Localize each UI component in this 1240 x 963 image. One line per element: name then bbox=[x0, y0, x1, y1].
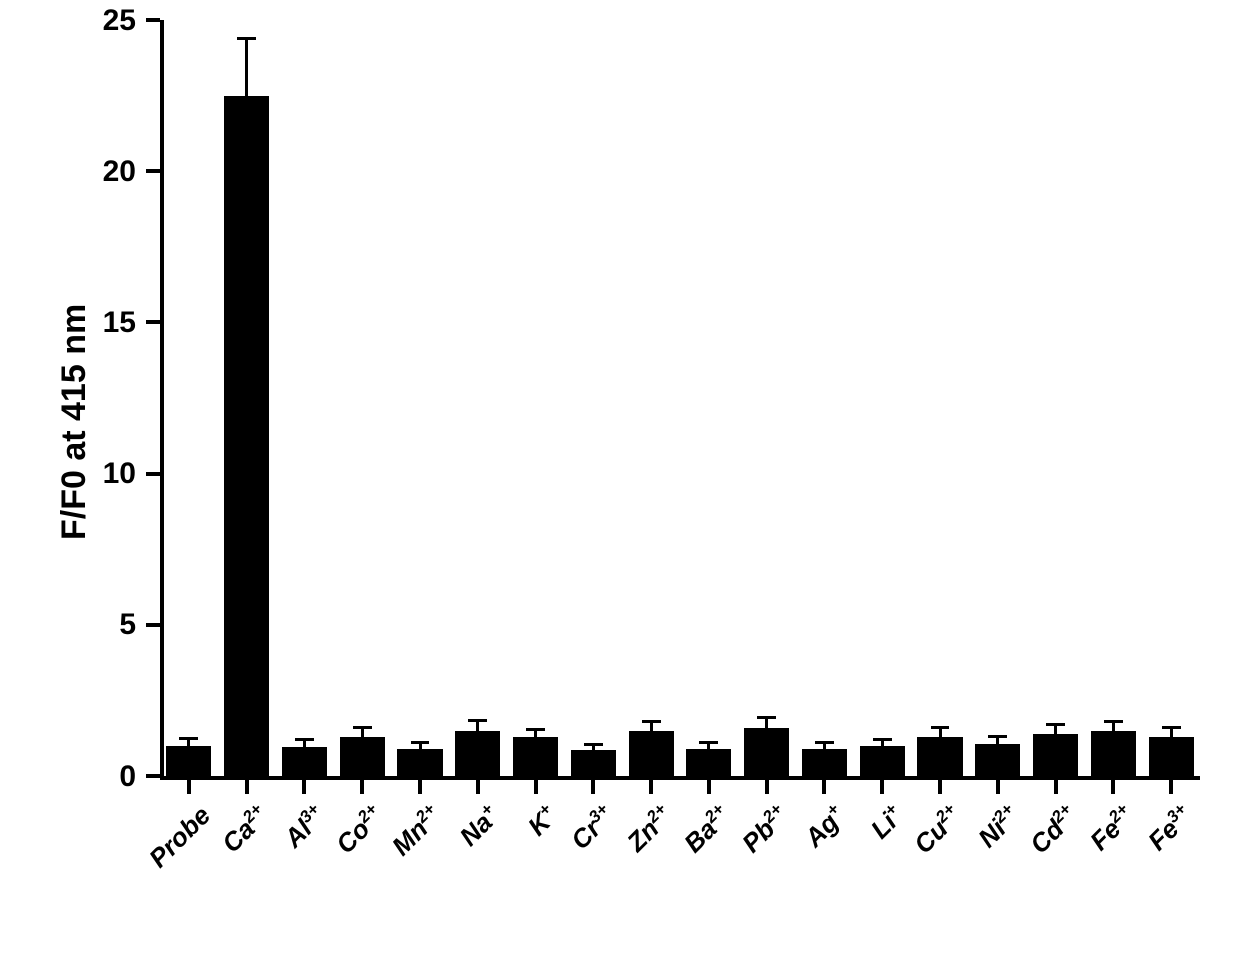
x-tick bbox=[1111, 780, 1115, 794]
error-cap bbox=[237, 37, 256, 40]
y-tick-label: 15 bbox=[0, 306, 136, 340]
error-cap bbox=[1104, 720, 1123, 723]
error-cap bbox=[988, 735, 1007, 738]
x-tick bbox=[245, 780, 249, 794]
bar-na+ bbox=[455, 731, 500, 776]
error-cap bbox=[295, 738, 314, 741]
y-tick bbox=[146, 169, 160, 173]
bar-ca2+ bbox=[224, 96, 269, 776]
error-cap bbox=[815, 741, 834, 744]
y-tick-label: 5 bbox=[0, 608, 136, 642]
y-tick-label: 10 bbox=[0, 457, 136, 491]
x-tick bbox=[649, 780, 653, 794]
x-tick bbox=[302, 780, 306, 794]
y-tick bbox=[146, 18, 160, 22]
x-tick bbox=[880, 780, 884, 794]
bar-ba2+ bbox=[686, 749, 731, 776]
x-tick bbox=[765, 780, 769, 794]
x-tick bbox=[418, 780, 422, 794]
x-tick bbox=[1169, 780, 1173, 794]
selectivity-bar-chart: F/F0 at 415 nm 0510152025ProbeCa2+Al3+Co… bbox=[0, 0, 1240, 959]
x-tick bbox=[534, 780, 538, 794]
error-bar bbox=[765, 717, 768, 728]
x-tick bbox=[591, 780, 595, 794]
error-bar bbox=[245, 38, 248, 95]
error-cap bbox=[1046, 723, 1065, 726]
bar-ag+ bbox=[802, 749, 847, 776]
x-tick bbox=[187, 780, 191, 794]
x-tick bbox=[476, 780, 480, 794]
error-cap bbox=[757, 716, 776, 719]
error-cap bbox=[642, 720, 661, 723]
x-tick bbox=[360, 780, 364, 794]
y-tick bbox=[146, 472, 160, 476]
x-tick bbox=[1054, 780, 1058, 794]
error-cap bbox=[353, 726, 372, 729]
x-tick bbox=[707, 780, 711, 794]
bar-fe3+ bbox=[1149, 737, 1194, 776]
y-tick-label: 20 bbox=[0, 155, 136, 189]
error-cap bbox=[584, 743, 603, 746]
error-cap bbox=[873, 738, 892, 741]
y-tick-label: 25 bbox=[0, 4, 136, 38]
bar-li+ bbox=[860, 746, 905, 776]
bar-zn2+ bbox=[629, 731, 674, 776]
bar-cu2+ bbox=[917, 737, 962, 776]
error-cap bbox=[699, 741, 718, 744]
bar-al3+ bbox=[282, 747, 327, 776]
x-tick bbox=[996, 780, 1000, 794]
error-bar bbox=[476, 720, 479, 731]
bar-probe bbox=[166, 746, 211, 776]
error-cap bbox=[468, 719, 487, 722]
y-tick-label: 0 bbox=[0, 760, 136, 794]
y-tick bbox=[146, 623, 160, 627]
error-cap bbox=[526, 728, 545, 731]
bar-co2+ bbox=[340, 737, 385, 776]
bar-cr3+ bbox=[571, 750, 616, 776]
error-cap bbox=[931, 726, 950, 729]
bar-fe2+ bbox=[1091, 731, 1136, 776]
bar-pb2+ bbox=[744, 728, 789, 776]
bar-cd2+ bbox=[1033, 734, 1078, 776]
plot-area bbox=[160, 20, 1200, 780]
error-cap bbox=[1162, 726, 1181, 729]
x-tick bbox=[822, 780, 826, 794]
error-cap bbox=[411, 741, 430, 744]
bar-mn2+ bbox=[397, 749, 442, 776]
bar-k+ bbox=[513, 737, 558, 776]
x-tick bbox=[938, 780, 942, 794]
error-cap bbox=[179, 737, 198, 740]
y-tick bbox=[146, 774, 160, 778]
bar-ni2+ bbox=[975, 744, 1020, 776]
y-tick bbox=[146, 320, 160, 324]
